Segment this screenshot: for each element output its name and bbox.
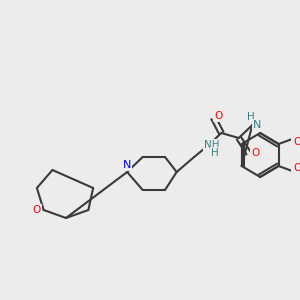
- Text: N: N: [123, 160, 131, 170]
- Text: O: O: [251, 148, 260, 158]
- Text: N: N: [253, 120, 261, 130]
- Text: O: O: [33, 205, 41, 215]
- Text: H: H: [247, 112, 254, 122]
- Text: O: O: [293, 163, 300, 173]
- Text: NH: NH: [204, 140, 219, 150]
- Text: O: O: [214, 111, 223, 121]
- Text: H: H: [211, 148, 218, 158]
- Text: O: O: [293, 137, 300, 147]
